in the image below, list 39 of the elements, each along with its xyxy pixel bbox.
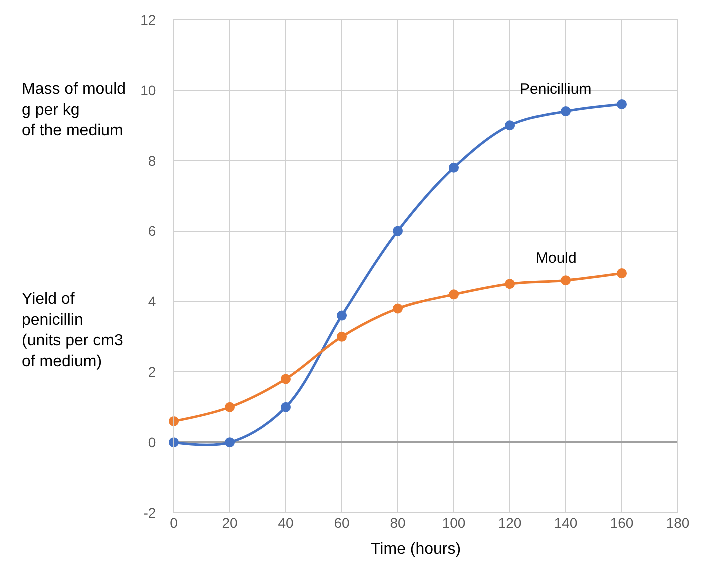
- point: [561, 276, 571, 286]
- point: [561, 106, 571, 117]
- x-tick-label: 60: [334, 515, 350, 531]
- y-tick-label: 8: [148, 152, 156, 169]
- y-tick-label: 10: [140, 82, 156, 98]
- point: [393, 226, 403, 236]
- point: [281, 374, 291, 384]
- point: [449, 290, 459, 300]
- point: [337, 332, 347, 342]
- x-axis-title: Time (hours): [371, 541, 462, 558]
- point: [337, 310, 347, 321]
- x-tick-label: 40: [278, 515, 294, 531]
- point: [281, 402, 291, 412]
- point: [617, 100, 627, 110]
- point: [225, 438, 235, 448]
- point: [617, 268, 627, 279]
- y-tick-label: 4: [148, 294, 156, 310]
- y-tick-label: 12: [140, 12, 156, 28]
- y-tick-label: 6: [148, 223, 156, 240]
- x-tick-label: 120: [498, 515, 522, 531]
- x-tick-label: 160: [610, 515, 634, 531]
- x-tick-label: 20: [222, 515, 238, 531]
- x-tick-label: 80: [390, 515, 406, 531]
- y-tick-label: 2: [148, 364, 156, 380]
- x-tick-label: 140: [554, 515, 578, 531]
- text: Yield of penicillin (units per cm3 of medium): [22, 291, 124, 370]
- point: [225, 402, 235, 412]
- x-tick-label: 180: [666, 515, 690, 531]
- y-tick-label: 0: [148, 434, 156, 450]
- y-axis-title: Mass of mould g per kg of the medium: [22, 81, 126, 140]
- point: [505, 279, 515, 290]
- point: [505, 120, 515, 131]
- y-tick-label: -2: [144, 504, 156, 521]
- series-label: Mould: [536, 250, 577, 267]
- point: [449, 162, 459, 173]
- x-tick-label: 0: [170, 515, 178, 531]
- point: [393, 304, 403, 314]
- series-label: Penicillium: [520, 81, 592, 98]
- x-tick-label: 100: [442, 515, 466, 531]
